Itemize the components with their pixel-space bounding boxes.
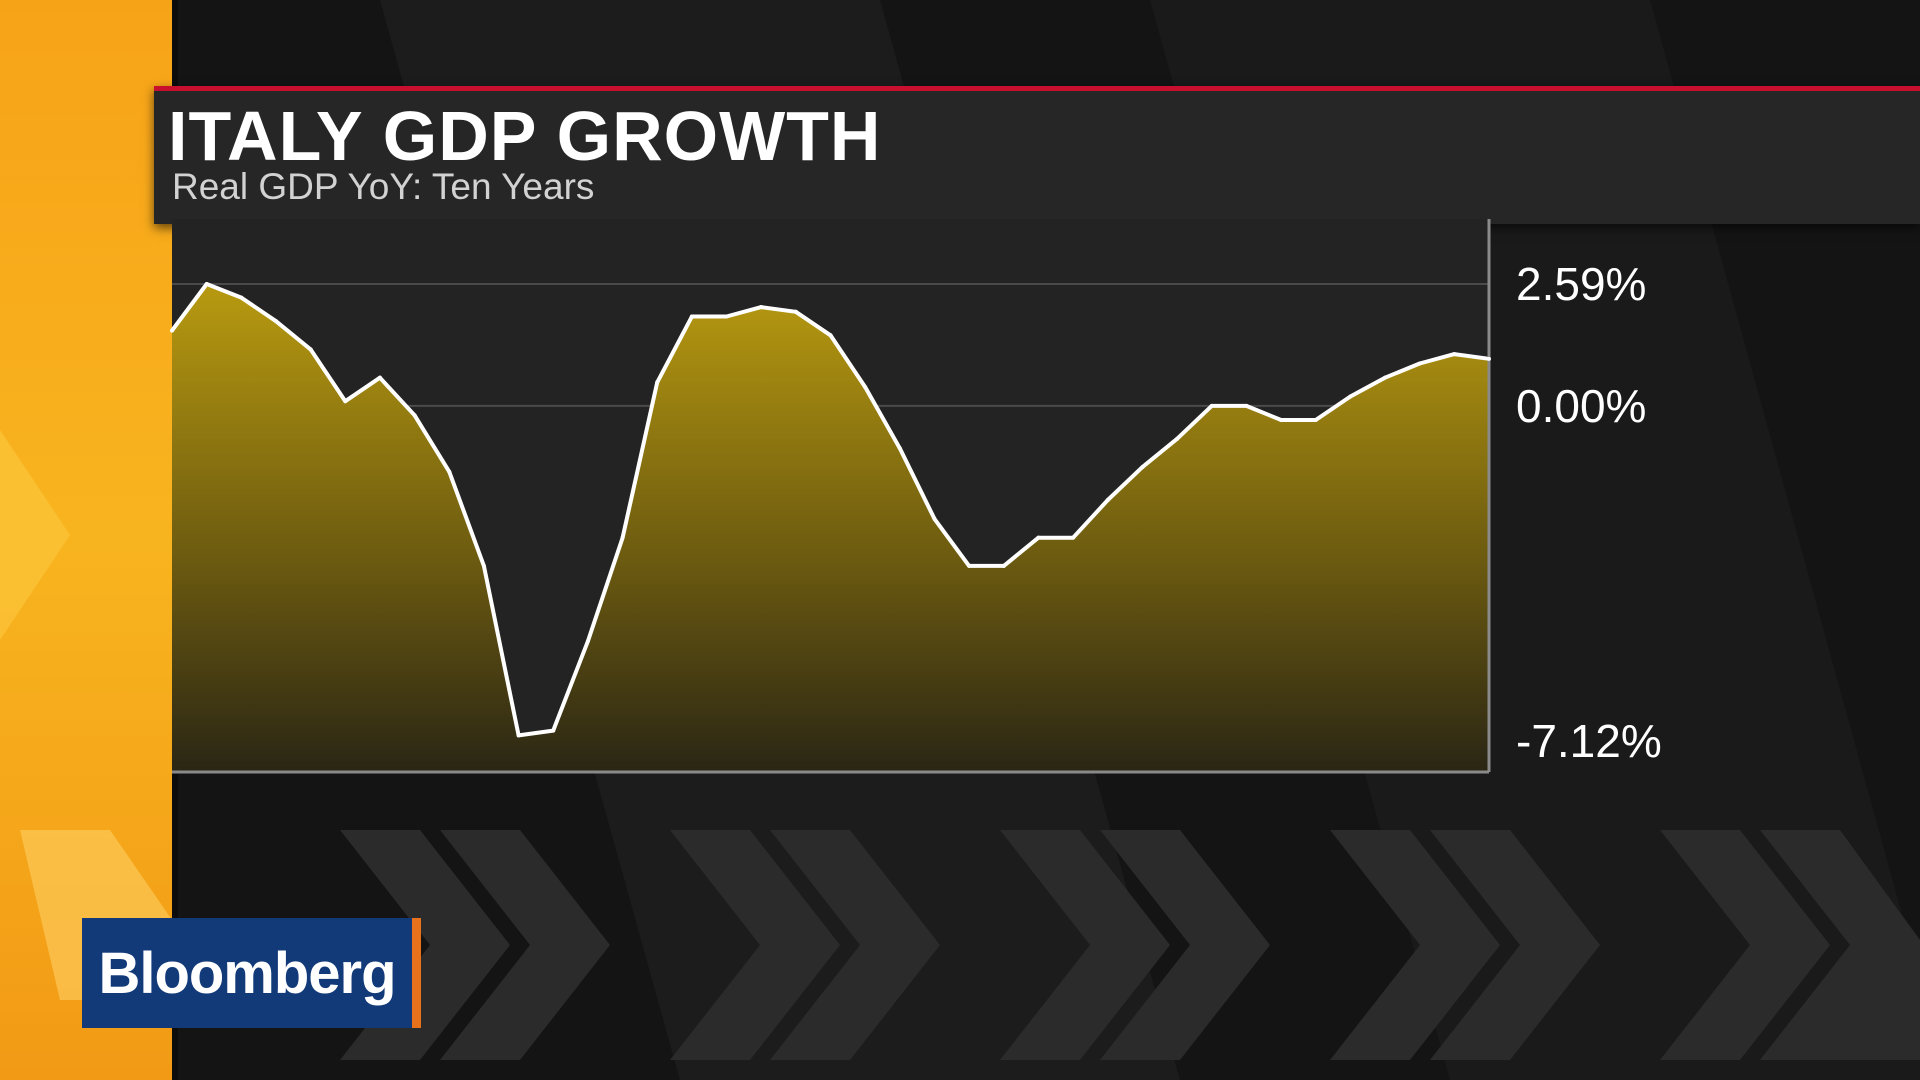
data-point xyxy=(1487,356,1491,361)
data-point xyxy=(551,728,556,733)
data-point xyxy=(239,295,244,300)
data-point xyxy=(1105,498,1110,503)
data-point xyxy=(932,516,937,521)
chart-subtitle: Real GDP YoY: Ten Years xyxy=(172,166,595,207)
y-tick-label: 0.00% xyxy=(1516,380,1646,432)
data-point xyxy=(1175,436,1180,441)
chart-title: ITALY GDP GROWTH xyxy=(168,97,882,175)
logo-text: Bloomberg xyxy=(98,940,396,1006)
y-tick-label: -7.12% xyxy=(1516,715,1662,767)
data-point xyxy=(967,563,972,568)
data-point xyxy=(689,314,694,319)
data-point xyxy=(759,305,764,310)
title-band xyxy=(154,86,1920,224)
data-point xyxy=(1036,535,1041,540)
data-point xyxy=(585,639,590,644)
data-point xyxy=(1140,465,1145,470)
chevron-band xyxy=(340,830,1920,1060)
data-point xyxy=(308,347,313,352)
bloomberg-logo: Bloomberg xyxy=(82,918,421,1028)
data-point xyxy=(1071,535,1076,540)
data-point xyxy=(897,446,902,451)
data-point xyxy=(1279,418,1284,423)
gdp-area-fill xyxy=(172,284,1489,772)
data-point xyxy=(1383,375,1388,380)
data-point xyxy=(1348,394,1353,399)
data-point xyxy=(377,375,382,380)
data-point xyxy=(1244,403,1249,408)
data-point xyxy=(516,733,521,738)
y-tick-label: 2.59% xyxy=(1516,258,1646,310)
data-point xyxy=(1313,418,1318,423)
data-point xyxy=(828,333,833,338)
data-point xyxy=(655,380,660,385)
data-point xyxy=(793,309,798,314)
data-point xyxy=(724,314,729,319)
data-point xyxy=(204,282,209,286)
data-point xyxy=(1417,361,1422,366)
data-point xyxy=(481,563,486,568)
data-point xyxy=(273,319,278,324)
data-point xyxy=(1209,403,1214,408)
data-point xyxy=(412,413,417,418)
data-point xyxy=(1452,352,1457,357)
data-point xyxy=(1001,563,1006,568)
data-point xyxy=(447,469,452,474)
data-point xyxy=(863,385,868,390)
data-point xyxy=(170,328,174,333)
data-point xyxy=(343,399,348,404)
data-point xyxy=(620,535,625,540)
